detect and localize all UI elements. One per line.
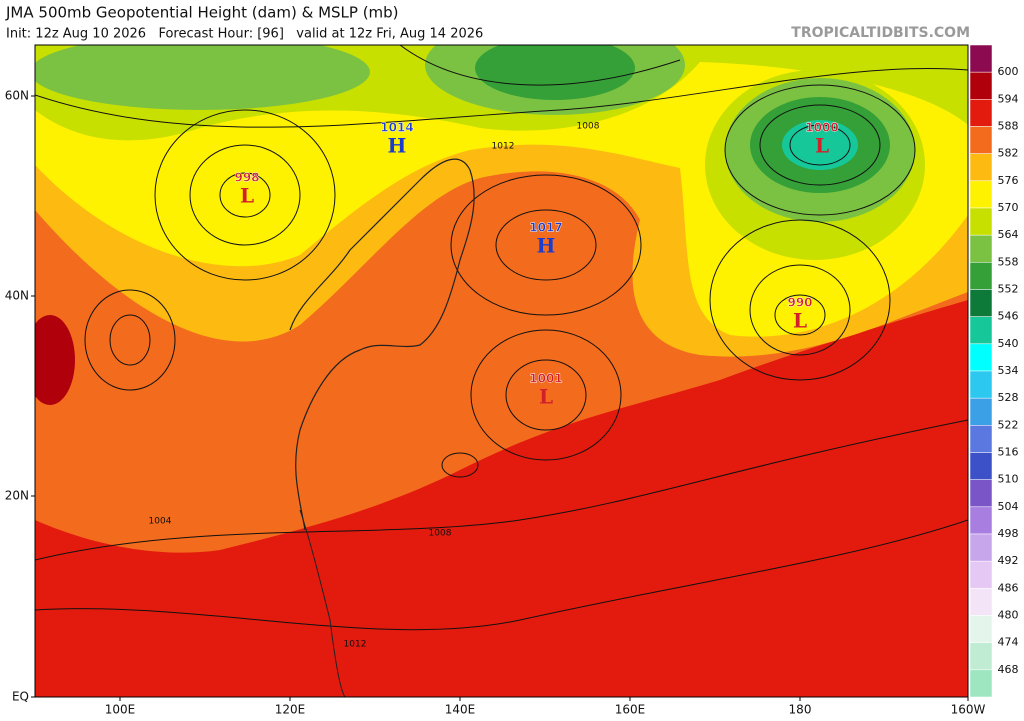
colorbar-label: 564 (998, 228, 1019, 241)
colorbar-label: 480 (998, 609, 1019, 622)
center-letter: L (539, 385, 553, 409)
colorbar-label: 504 (998, 500, 1019, 513)
center-pressure: 1014 (380, 121, 413, 135)
center-letter: H (537, 234, 556, 258)
colorbar-swatch (969, 234, 993, 263)
center-letter: L (240, 184, 254, 208)
center-letter: H (388, 134, 407, 158)
colorbar-label: 522 (998, 418, 1019, 431)
colorbar-label: 486 (998, 581, 1019, 594)
lat-label: 60N (5, 89, 29, 103)
field-546 (782, 120, 858, 170)
brand: TROPICALTIDBITS.COM (791, 25, 970, 41)
colorbar-swatch (969, 479, 993, 508)
colorbar-label: 582 (998, 147, 1019, 160)
lon-label: 160W (951, 703, 986, 717)
overlay: 60N 40N 20N EQ 100E 120E 140E 160E 180 160W 600 594… (5, 44, 1019, 717)
colorbar-swatch (969, 99, 993, 127)
colorbar-label: 558 (998, 255, 1019, 268)
isobars (35, 45, 968, 631)
colorbar-swatch (969, 588, 993, 616)
isobar-label: 1008 (577, 122, 600, 132)
colorbar-swatch (969, 316, 993, 345)
coastline-islands (299, 509, 346, 697)
colorbar-swatch (969, 126, 993, 154)
colorbar-swatch (969, 452, 993, 480)
colorbar-label: 588 (998, 120, 1019, 133)
center-pressure: 1001 (529, 372, 562, 386)
colorbar-label: 600 (998, 65, 1019, 78)
colorbar-label: 594 (998, 92, 1019, 105)
map-frame (34, 44, 969, 698)
colorbar-swatch (969, 506, 993, 535)
colorbar-label: 552 (998, 283, 1019, 296)
colorbar-swatch (969, 669, 993, 698)
lon-label: 180 (789, 703, 812, 717)
colorbar-label: 570 (998, 201, 1019, 214)
center-pressure: 998 (234, 171, 259, 185)
colorbar-label: 510 (998, 473, 1019, 486)
isobar-label: 1012 (492, 142, 515, 152)
lat-label: 20N (5, 489, 29, 503)
isobar-label: 1008 (429, 529, 452, 539)
lat-label: EQ (12, 690, 29, 704)
lon-label: 160E (615, 703, 646, 717)
center-pressure: 990 (787, 296, 812, 310)
isobar-label: 1012 (344, 640, 367, 650)
colorbar-swatch (969, 615, 993, 643)
subtitle: Init: 12z Aug 10 2026 Forecast Hour: [96… (6, 27, 483, 42)
center-pressure: 1000 (805, 121, 838, 135)
coastline (289, 158, 475, 531)
field-552-a (475, 45, 635, 100)
colorbar-swatch (969, 533, 993, 562)
colorbar-swatch (969, 207, 993, 236)
colorbar-swatch (969, 289, 993, 317)
colorbar-swatch (969, 71, 993, 100)
colorbar-label: 534 (998, 364, 1019, 377)
colorbar-swatch (969, 44, 993, 73)
colorbar-label: 528 (998, 391, 1019, 404)
colorbar-label: 540 (998, 337, 1019, 350)
map-field (35, 45, 968, 697)
lon-label: 140E (445, 703, 476, 717)
field-594 (35, 315, 75, 405)
colorbar-swatch (969, 560, 993, 589)
colorbar-label: 468 (998, 663, 1019, 676)
colorbar-swatch (969, 262, 993, 290)
lon-label: 100E (105, 703, 136, 717)
colorbar-label: 492 (998, 554, 1019, 567)
center-letter: L (793, 309, 807, 333)
colorbar-label: 498 (998, 527, 1019, 540)
colorbar-swatch (969, 153, 993, 182)
colorbar-label: 516 (998, 446, 1019, 459)
colorbar-label: 546 (998, 310, 1019, 323)
lat-label: 40N (5, 289, 29, 303)
center-pressure: 1017 (529, 221, 562, 235)
colorbar-label: 576 (998, 174, 1019, 187)
colorbar-swatch (969, 397, 993, 426)
colorbar-label: 474 (998, 636, 1019, 649)
field-582-blob (475, 182, 635, 298)
isobar-label: 1004 (149, 517, 172, 527)
colorbar-swatch (969, 425, 993, 453)
center-letter: L (815, 134, 829, 158)
colorbar-swatch (969, 180, 993, 209)
colorbar-swatch (969, 642, 993, 671)
field-558-a (35, 45, 370, 110)
colorbar-swatch (969, 343, 993, 372)
colorbar-swatch (969, 370, 993, 399)
lon-label: 120E (275, 703, 306, 717)
title: JMA 500mb Geopotential Height (dam) & MS… (5, 4, 399, 22)
